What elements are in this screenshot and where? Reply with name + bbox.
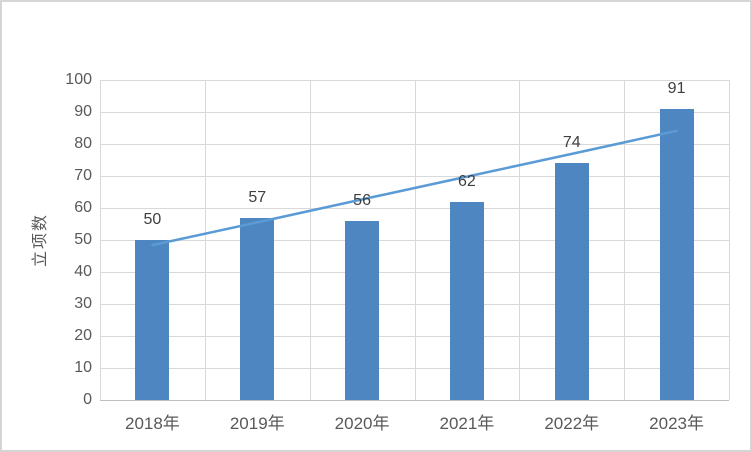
x-tick-label: 2022年 (544, 414, 600, 433)
y-tick-label: 20 (74, 327, 92, 344)
x-tick-label: 2019年 (229, 414, 285, 433)
bar-2022年 (554, 163, 589, 400)
horizontal-gridline (100, 368, 729, 369)
plot-area: 50 57 56 62 74 91 (100, 79, 730, 401)
bar-2021年 (449, 201, 484, 400)
x-tick-label: 2023年 (649, 414, 704, 433)
x-tick-label: 2018年 (124, 414, 180, 433)
data-label: 91 (667, 79, 686, 97)
vertical-gridline (624, 80, 625, 400)
data-label: 50 (143, 211, 162, 228)
horizontal-gridline (100, 112, 729, 113)
horizontal-gridline (100, 176, 729, 177)
bar-2018年 (135, 240, 170, 400)
x-tick-label: 2021年 (439, 414, 495, 433)
x-axis-line (100, 400, 729, 401)
data-label: 74 (562, 134, 581, 152)
horizontal-gridline (100, 272, 729, 273)
y-tick-label: 60 (74, 199, 92, 216)
vertical-gridline (100, 80, 101, 400)
y-tick-label: 40 (74, 263, 92, 280)
y-tick-label: 30 (74, 295, 92, 312)
bar-2020年 (345, 220, 380, 400)
y-tick-label: 10 (74, 359, 92, 376)
data-label: 57 (248, 188, 267, 206)
horizontal-gridline (100, 80, 729, 81)
trendline-layer (151, 129, 678, 247)
x-tick-label: 2020年 (334, 414, 390, 433)
horizontal-gridline (100, 240, 729, 241)
bar-2019年 (240, 217, 275, 400)
vertical-gridline (310, 80, 311, 400)
horizontal-gridline (100, 336, 729, 337)
trendline (151, 129, 678, 247)
y-tick-label: 0 (83, 391, 92, 408)
y-tick-label: 50 (74, 231, 92, 248)
horizontal-gridline (100, 208, 729, 209)
y-tick-label: 90 (74, 103, 92, 120)
data-label: 56 (353, 191, 371, 209)
vertical-gridline (519, 80, 520, 400)
bar-2023年 (659, 108, 694, 400)
vertical-gridline (729, 80, 730, 400)
data-label: 62 (458, 172, 476, 190)
horizontal-gridline (100, 144, 729, 145)
y-tick-label: 100 (65, 71, 92, 88)
vertical-gridline (415, 80, 416, 400)
horizontal-gridline (100, 304, 729, 305)
y-tick-label: 80 (74, 135, 92, 152)
y-tick-label: 70 (74, 167, 92, 184)
vertical-gridline (205, 80, 206, 400)
